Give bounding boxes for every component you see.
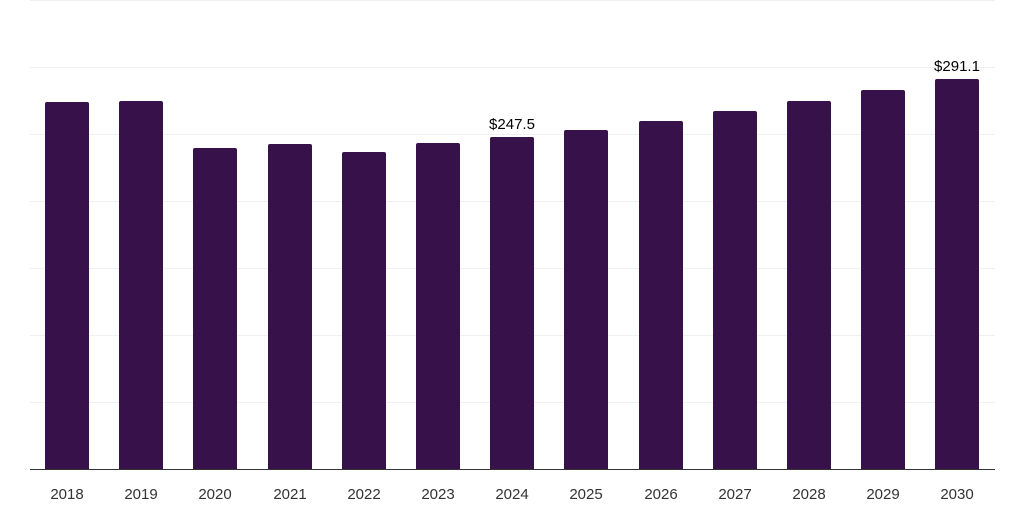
bar-2022[interactable] <box>342 152 386 469</box>
bar-2024[interactable] <box>490 137 534 469</box>
x-tick-label: 2025 <box>569 486 603 503</box>
x-tick-label: 2026 <box>644 486 678 503</box>
data-label-2024: $247.5 <box>489 116 535 133</box>
bar-2020[interactable] <box>193 148 237 469</box>
gridline <box>30 67 995 68</box>
bar-2028[interactable] <box>787 101 831 469</box>
x-tick-label: 2023 <box>421 486 455 503</box>
gridline <box>30 0 995 1</box>
x-tick-label: 2022 <box>347 486 381 503</box>
bar-2023[interactable] <box>416 143 460 469</box>
x-tick-label: 2021 <box>273 486 307 503</box>
bar-2030[interactable] <box>935 79 979 469</box>
bar-2026[interactable] <box>639 121 683 469</box>
x-tick-label: 2029 <box>866 486 900 503</box>
x-tick-label: 2030 <box>940 486 974 503</box>
bar-2025[interactable] <box>564 130 608 469</box>
x-tick-label: 2019 <box>124 486 158 503</box>
bar-2018[interactable] <box>45 102 89 469</box>
x-tick-label: 2024 <box>495 486 529 503</box>
bar-2027[interactable] <box>713 111 757 469</box>
x-tick-label: 2020 <box>198 486 232 503</box>
bar-2021[interactable] <box>268 144 312 469</box>
gridline <box>30 134 995 135</box>
data-label-2030: $291.1 <box>934 58 980 75</box>
bar-2019[interactable] <box>119 101 163 469</box>
x-tick-label: 2028 <box>792 486 826 503</box>
x-tick-label: 2027 <box>718 486 752 503</box>
bar-2029[interactable] <box>861 90 905 469</box>
x-tick-label: 2018 <box>50 486 84 503</box>
x-axis-line <box>30 469 995 470</box>
